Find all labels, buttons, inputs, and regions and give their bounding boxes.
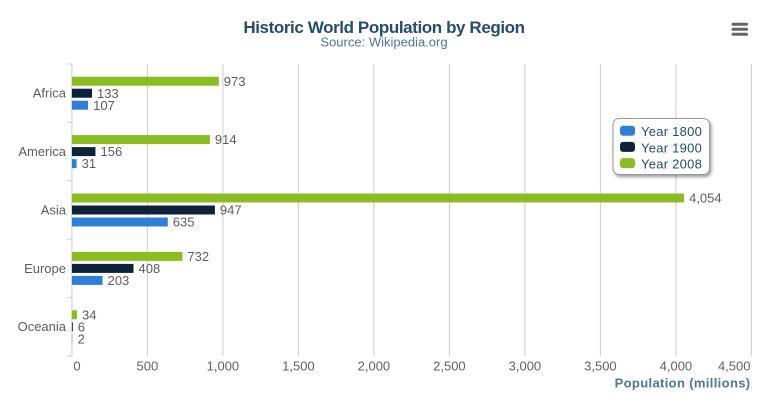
svg-text:Population (millions): Population (millions) [615,376,751,391]
svg-text:Oceania: Oceania [18,319,67,334]
svg-text:500: 500 [137,359,159,374]
svg-text:Africa: Africa [33,86,67,101]
svg-text:34: 34 [82,307,96,322]
svg-text:Historic World Population by R: Historic World Population by Region [243,18,524,37]
svg-text:3,500: 3,500 [584,359,617,374]
svg-text:635: 635 [173,215,195,230]
svg-text:947: 947 [220,203,242,218]
svg-text:4,054: 4,054 [689,191,722,206]
svg-text:2,000: 2,000 [358,359,391,374]
svg-text:914: 914 [215,132,237,147]
svg-text:Year 1800: Year 1800 [641,124,702,139]
svg-text:203: 203 [108,273,130,288]
svg-text:31: 31 [82,156,96,171]
svg-text:732: 732 [187,249,209,264]
svg-text:2: 2 [78,331,85,346]
svg-text:133: 133 [97,86,119,101]
svg-text:6: 6 [78,319,85,334]
svg-text:408: 408 [139,261,161,276]
svg-text:156: 156 [101,144,123,159]
svg-text:1,000: 1,000 [207,359,240,374]
svg-text:0: 0 [73,359,80,374]
svg-text:Year 1900: Year 1900 [641,140,702,155]
svg-text:Source: Wikipedia.org: Source: Wikipedia.org [320,35,447,50]
svg-text:973: 973 [224,74,246,89]
svg-text:Asia: Asia [41,202,67,217]
svg-text:America: America [18,144,66,159]
svg-text:4,500: 4,500 [718,359,751,374]
svg-text:3,000: 3,000 [509,359,542,374]
svg-text:2,500: 2,500 [433,359,466,374]
svg-text:Year 2008: Year 2008 [641,157,702,172]
svg-text:1,500: 1,500 [282,359,315,374]
svg-text:4,000: 4,000 [660,359,693,374]
svg-text:107: 107 [93,98,115,113]
svg-text:Europe: Europe [24,261,66,276]
